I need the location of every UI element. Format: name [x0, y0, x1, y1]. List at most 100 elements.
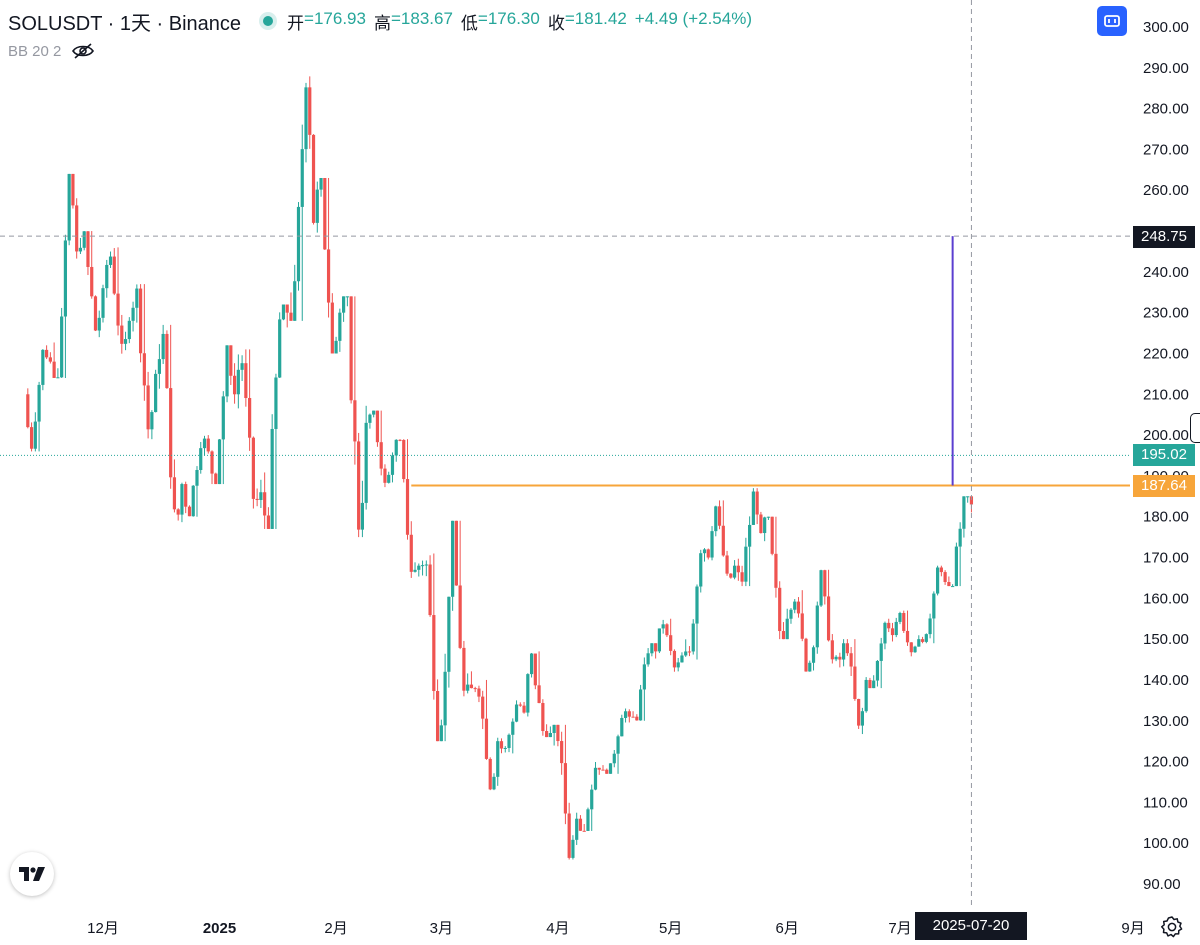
level-price-tag: 187.64 [1133, 475, 1195, 497]
fullscreen-icon [1104, 15, 1120, 27]
symbol-title[interactable]: SOLUSDT · 1天 · Binance [8, 12, 242, 35]
settings-gear-icon[interactable] [1160, 915, 1184, 939]
chart-header: SOLUSDT · 1天 · Binance 开 =176.93 高 =183.67… [8, 8, 760, 35]
candle-body [270, 428, 274, 529]
candle-body [375, 410, 380, 443]
indicator-legend[interactable]: BB 20 2 [8, 42, 95, 60]
price-tick-label: 260.00 [1143, 182, 1189, 199]
candle-body [127, 320, 131, 340]
candle-body [278, 319, 282, 378]
candle-body [732, 565, 737, 578]
candle-body [454, 520, 458, 586]
candle-body [413, 569, 417, 572]
candle-body [315, 189, 319, 223]
candle-body [672, 650, 677, 668]
candle-body [830, 640, 834, 660]
candle-body [409, 534, 413, 572]
candle-body [97, 317, 101, 331]
candle-body [616, 736, 620, 754]
candle-body [857, 698, 861, 726]
candle-body [492, 776, 496, 790]
candle-body [499, 741, 504, 749]
candle-body [522, 705, 526, 713]
candle-body [428, 564, 432, 616]
candle-body [751, 491, 755, 525]
candle-body [319, 177, 323, 190]
price-tick-label: 160.00 [1143, 590, 1189, 607]
candle-body [793, 601, 797, 610]
candle-body [804, 638, 808, 672]
candle-body [699, 553, 703, 587]
candle-body [763, 517, 767, 534]
candle-body [507, 734, 511, 748]
candle-body [451, 520, 455, 597]
close-label: 收 [547, 13, 565, 33]
candle-body [514, 704, 519, 722]
candle-body [680, 655, 684, 663]
candle-body [326, 249, 331, 303]
price-scale-handle[interactable] [1190, 413, 1200, 443]
candle-body [748, 524, 752, 547]
crosshair-price-tag: 248.75 [1133, 226, 1195, 248]
ohlc-values: 开 =176.93 高 =183.67 低 =176.30 收 =181.42 +4.4… [287, 9, 760, 34]
price-tick-label: 130.00 [1143, 713, 1189, 730]
candle-body [154, 373, 158, 413]
candle-body [443, 671, 447, 726]
candle-body [101, 288, 105, 318]
candle-body [808, 662, 812, 672]
candle-body [123, 339, 128, 344]
candle-body [819, 570, 823, 606]
price-tick-label: 210.00 [1143, 386, 1189, 403]
candle-body [593, 767, 598, 790]
candle-body [383, 468, 387, 483]
time-tick-label: 2025 [203, 920, 236, 937]
candle-body [387, 474, 391, 483]
candle-body [184, 484, 188, 507]
price-tick-label: 140.00 [1143, 672, 1189, 689]
candle-body [281, 304, 286, 320]
current-price-tag: 195.02 [1133, 444, 1195, 466]
candle-body [898, 612, 902, 622]
candle-body [785, 618, 789, 640]
candle-body [206, 438, 210, 452]
candle-body [661, 624, 665, 629]
candle-body [969, 496, 974, 505]
candle-body [552, 724, 556, 734]
candle-body [135, 288, 139, 308]
candle-body [612, 753, 616, 764]
candle-body [796, 601, 801, 614]
candles-layer [26, 76, 974, 860]
candle-body [308, 87, 312, 135]
price-axis: 300.00290.00280.00270.00260.00250.00240.… [1143, 19, 1189, 893]
candle-body [571, 839, 575, 858]
candle-body [714, 506, 718, 532]
price-tick-label: 300.00 [1143, 19, 1189, 36]
candle-body [353, 400, 357, 442]
candle-body [755, 491, 759, 515]
time-tick-label: 6月 [776, 920, 799, 937]
candle-body [811, 647, 816, 663]
candle-body [37, 384, 41, 422]
candle-body [75, 205, 79, 252]
candle-body [368, 414, 372, 423]
price-tick-label: 150.00 [1143, 631, 1189, 648]
candle-body [263, 492, 267, 516]
candle-body [954, 546, 958, 587]
candle-body [131, 307, 135, 321]
price-tick-label: 220.00 [1143, 345, 1189, 362]
price-tick-label: 120.00 [1143, 754, 1189, 771]
candle-body [868, 679, 872, 689]
candle-body [695, 586, 699, 624]
candle-body [759, 514, 763, 534]
candle-body [966, 496, 970, 498]
candle-body [195, 469, 199, 486]
eye-off-icon[interactable] [71, 42, 95, 60]
candle-body [676, 662, 680, 668]
candle-body [605, 769, 609, 774]
tradingview-logo[interactable] [10, 852, 54, 896]
candle-body [63, 240, 68, 317]
fullscreen-button[interactable] [1097, 6, 1127, 36]
candle-body [909, 642, 913, 653]
candle-body [650, 643, 654, 654]
